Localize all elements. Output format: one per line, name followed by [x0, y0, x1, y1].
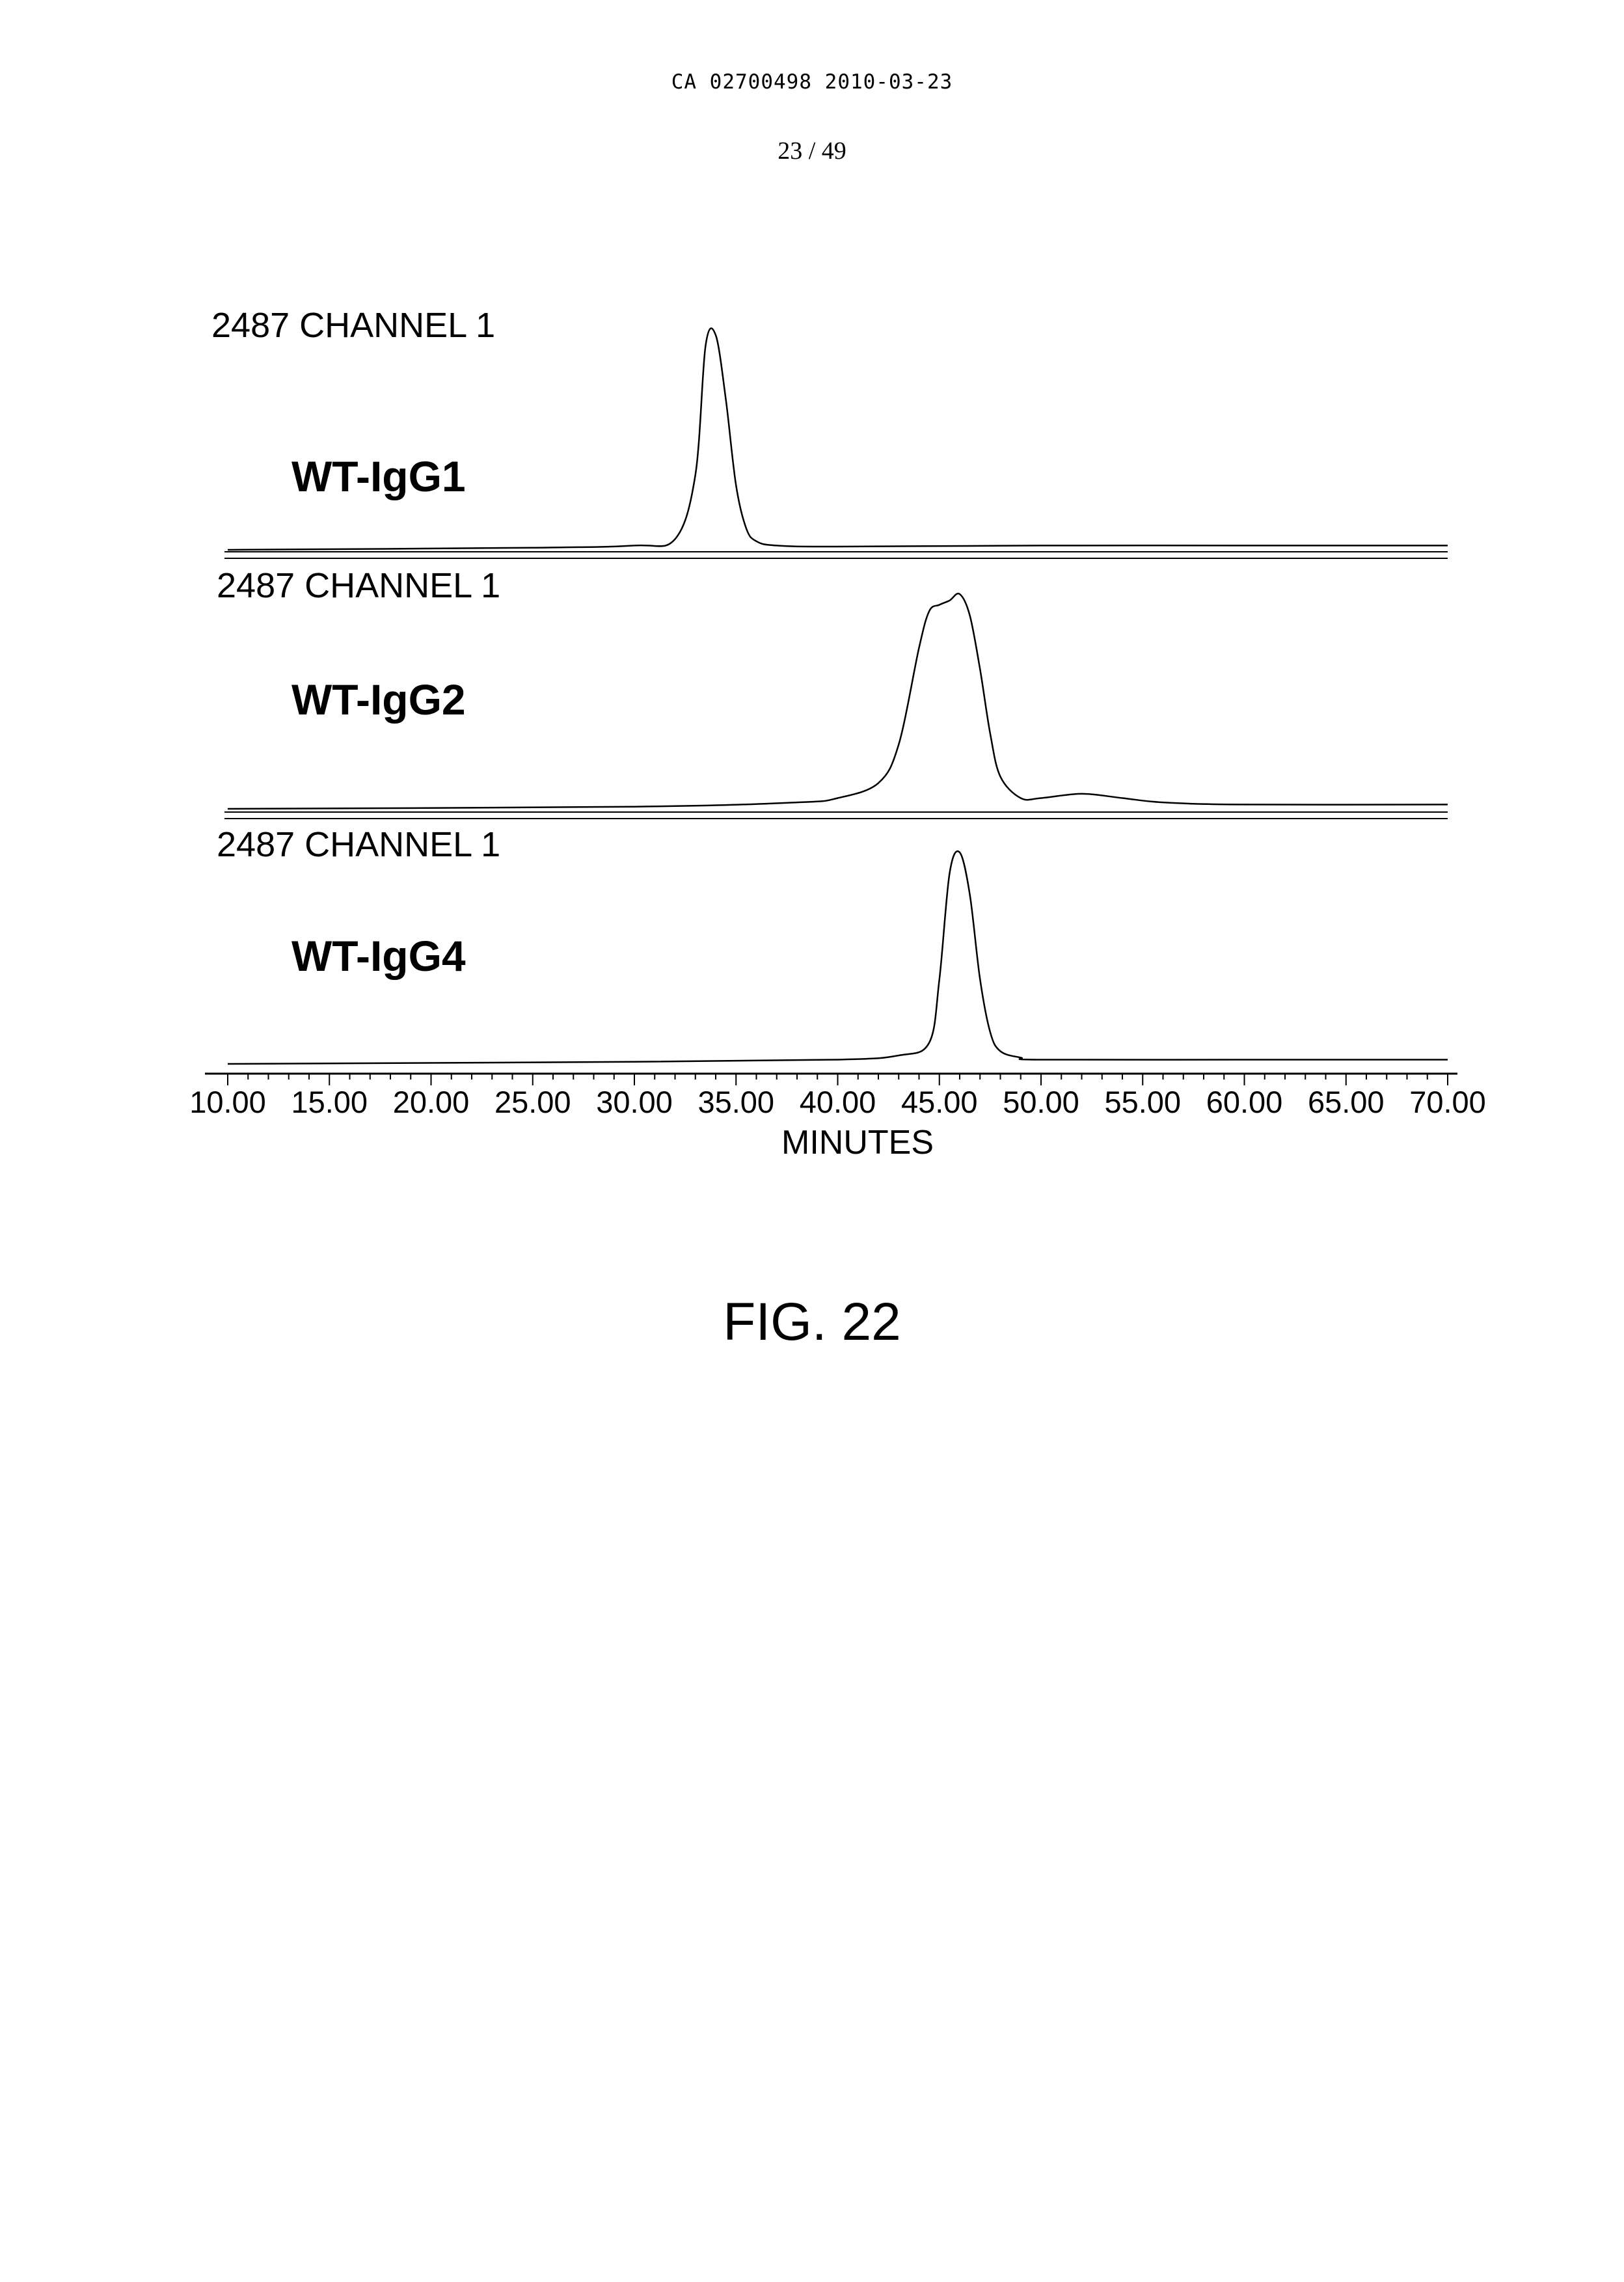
x-tick-label: 15.00 — [291, 1085, 368, 1119]
x-tick-label: 60.00 — [1206, 1085, 1283, 1119]
x-tick-label: 55.00 — [1104, 1085, 1181, 1119]
panel-igg4: 2487 CHANNEL 1 WT-IgG4 — [217, 825, 1448, 1064]
channel-label: 2487 CHANNEL 1 — [217, 566, 500, 605]
x-tick-label: 25.00 — [494, 1085, 571, 1119]
channel-label: 2487 CHANNEL 1 — [217, 825, 500, 864]
x-tick-label: 50.00 — [1003, 1085, 1079, 1119]
x-tick-label: 45.00 — [901, 1085, 978, 1119]
sample-label: WT-IgG4 — [291, 932, 466, 980]
figure-caption: FIG. 22 — [0, 1292, 1624, 1353]
channel-label: 2487 CHANNEL 1 — [211, 306, 495, 345]
panel-igg2: 2487 CHANNEL 1 WT-IgG2 — [217, 566, 1448, 819]
sample-label: WT-IgG2 — [291, 675, 466, 724]
x-axis-title: MINUTES — [781, 1124, 934, 1161]
x-tick-label: 30.00 — [596, 1085, 673, 1119]
chromatogram-chart: 2487 CHANNEL 1 WT-IgG1 2487 CHANNEL 1 WT… — [0, 0, 1624, 1236]
x-tick-label: 20.00 — [393, 1085, 470, 1119]
panel-igg1: 2487 CHANNEL 1 WT-IgG1 — [211, 306, 1448, 558]
trace-line — [228, 328, 1448, 550]
x-tick-label: 40.00 — [800, 1085, 876, 1119]
x-axis: 10.00 15.00 20.00 25.00 30.00 35.00 40.00 45.00… — [189, 1074, 1486, 1161]
x-tick-label: 70.00 — [1409, 1085, 1486, 1119]
x-tick-label: 10.00 — [189, 1085, 266, 1119]
x-tick-label: 35.00 — [697, 1085, 774, 1119]
sample-label: WT-IgG1 — [291, 452, 466, 500]
x-tick-label: 65.00 — [1308, 1085, 1385, 1119]
